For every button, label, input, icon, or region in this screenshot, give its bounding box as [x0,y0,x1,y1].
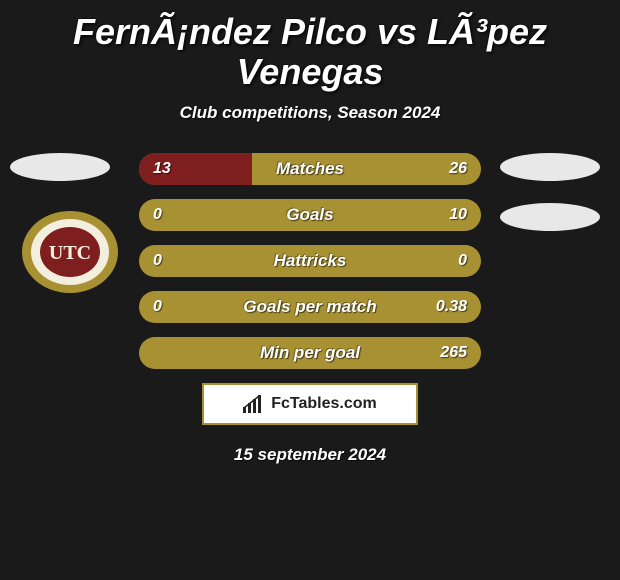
stats-rows: 1326Matches 010Goals 00Hattricks 00.38Goals… [139,153,481,369]
stat-row: 265Min per goal [139,337,481,369]
site-attribution-box: FcTables.com [202,383,418,425]
right-player-oval-1 [500,153,600,181]
stat-label: Hattricks [139,245,481,277]
stat-row: 1326Matches [139,153,481,185]
infographic-root: FernÃ¡ndez Pilco vs LÃ³pez Venegas Club … [0,0,620,465]
left-player-oval [10,153,110,181]
stat-row: 00.38Goals per match [139,291,481,323]
stat-label: Goals per match [139,291,481,323]
stat-label: Matches [139,153,481,185]
stat-row: 00Hattricks [139,245,481,277]
club-logo: UTC [20,209,120,295]
svg-text:UTC: UTC [49,242,91,264]
right-player-oval-2 [500,203,600,231]
page-title: FernÃ¡ndez Pilco vs LÃ³pez Venegas [0,8,620,97]
stat-row: 010Goals [139,199,481,231]
page-subtitle: Club competitions, Season 2024 [0,103,620,123]
stat-label: Goals [139,199,481,231]
infographic-date: 15 september 2024 [0,445,620,465]
stat-label: Min per goal [139,337,481,369]
site-attribution-label: FcTables.com [271,395,377,413]
chart-icon [243,395,265,413]
stats-stage: UTC 1326Matches 010Goals 00Hattricks 00.38G… [0,153,620,465]
